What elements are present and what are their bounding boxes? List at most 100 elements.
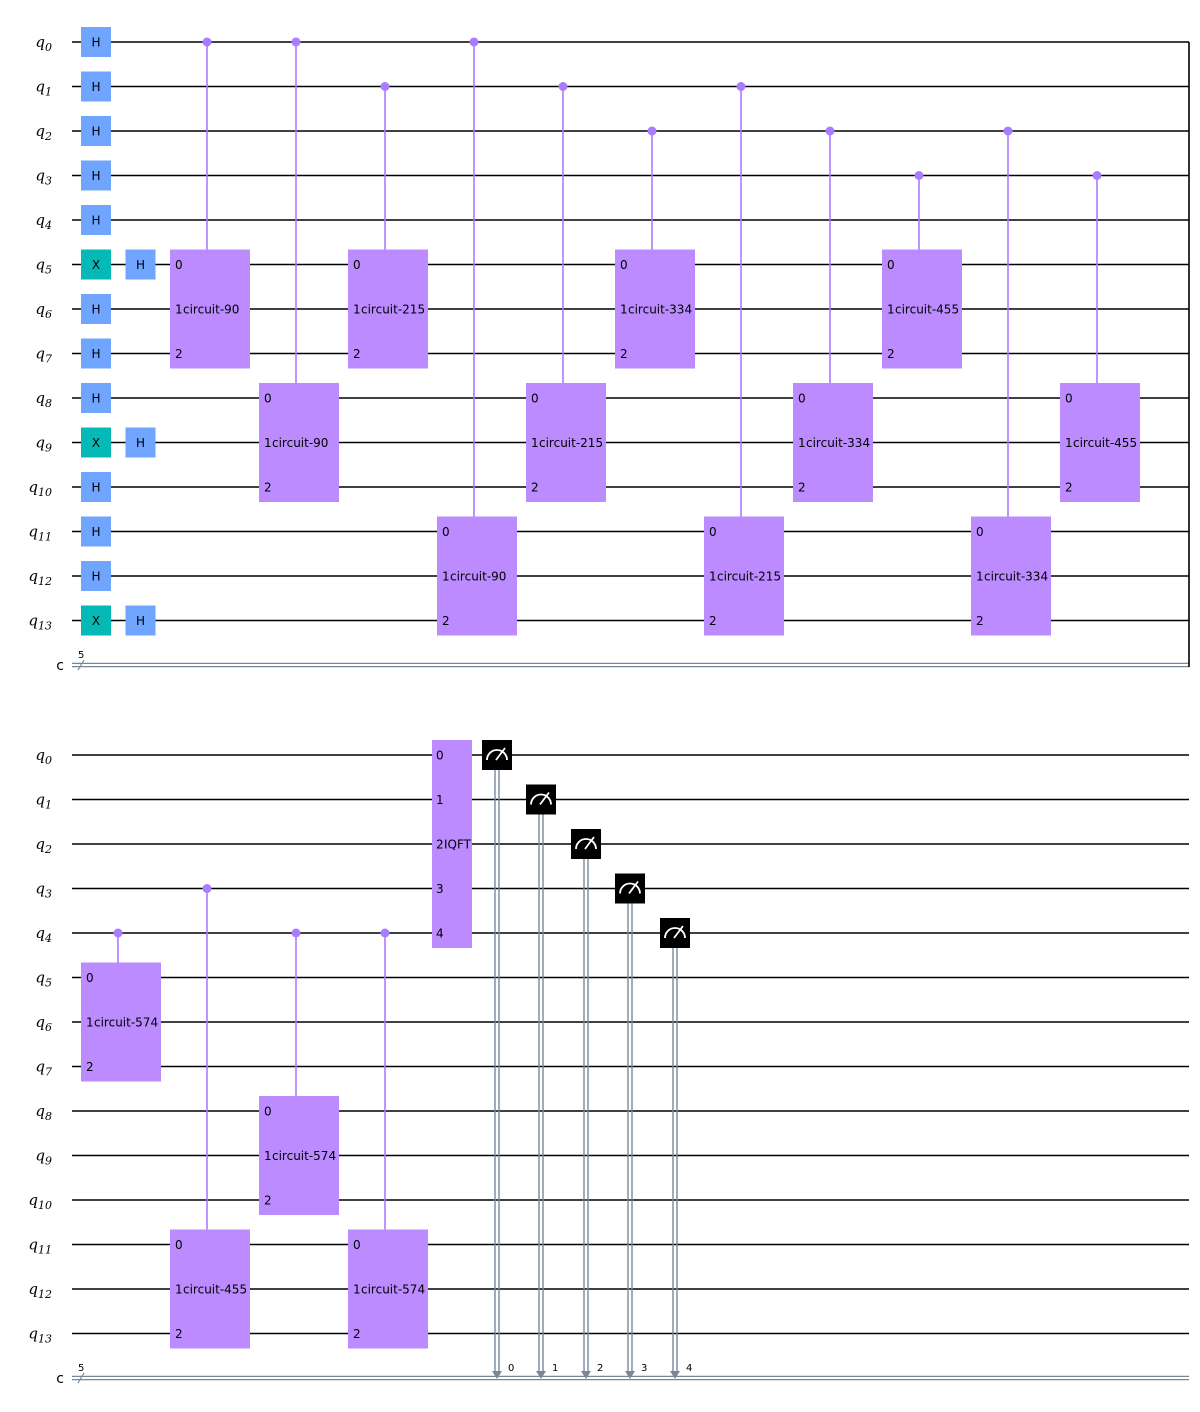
meter-needle-icon bbox=[673, 925, 684, 939]
h-gate bbox=[125, 249, 156, 280]
h-gate-label: H bbox=[136, 614, 145, 628]
gate-pin-label: 0 bbox=[1065, 392, 1073, 406]
meter-needle-icon bbox=[628, 880, 639, 895]
qubit-label: q2 bbox=[35, 835, 52, 856]
qubit-label: q6 bbox=[35, 1013, 52, 1034]
qubit-label: q7 bbox=[35, 345, 52, 366]
control-dot bbox=[469, 37, 479, 47]
meter-arc-icon bbox=[575, 838, 597, 850]
qubit-label: q0 bbox=[35, 746, 52, 767]
control-dot bbox=[202, 37, 212, 47]
controlled-gate-circuit-90 bbox=[170, 249, 250, 369]
controlled-gate-circuit-334 bbox=[793, 383, 873, 502]
x-gate-label: X bbox=[92, 258, 100, 272]
gate-pin-label: 2 bbox=[86, 1060, 94, 1074]
measure-bit-label: 0 bbox=[508, 1363, 514, 1374]
gate-pin-label: 1 bbox=[976, 570, 984, 584]
gate-name-label: circuit-574 bbox=[94, 1016, 158, 1030]
control-dot bbox=[1003, 126, 1013, 136]
gate-name-label: circuit-334 bbox=[984, 570, 1048, 584]
measure-bit-label: 2 bbox=[597, 1363, 603, 1374]
h-gate bbox=[81, 205, 111, 235]
gate-pin-label: 2 bbox=[353, 1327, 361, 1341]
h-gate bbox=[81, 516, 111, 547]
gate-pin-label: 0 bbox=[709, 525, 717, 539]
gate-pin-label: 1 bbox=[264, 1149, 272, 1163]
h-gate-label: H bbox=[91, 481, 100, 495]
controlled-gate-circuit-215 bbox=[526, 383, 606, 502]
classical-width-label: 5 bbox=[78, 650, 84, 661]
controlled-gate-circuit-455 bbox=[882, 249, 962, 369]
control-dot bbox=[825, 126, 835, 136]
controlled-gate-circuit-455 bbox=[170, 1229, 250, 1349]
gate-pin-label: 0 bbox=[620, 258, 628, 272]
controlled-gate-circuit-215 bbox=[704, 516, 784, 636]
h-gate-label: H bbox=[91, 169, 100, 183]
controlled-gate-circuit-574 bbox=[259, 1096, 339, 1215]
meter-needle-icon bbox=[495, 747, 506, 761]
gate-pin-label: 1 bbox=[1065, 436, 1073, 450]
h-gate-label: H bbox=[91, 392, 100, 406]
gate-pin-label: 1 bbox=[620, 303, 628, 317]
gate-pin-label: 1 bbox=[86, 1016, 94, 1030]
qubit-label: q12 bbox=[28, 1280, 52, 1301]
gate-name-label: circuit-334 bbox=[628, 303, 692, 317]
h-gate-label: H bbox=[91, 347, 100, 361]
controlled-gate-circuit-574 bbox=[348, 1229, 428, 1349]
gate-name-label: circuit-334 bbox=[806, 436, 870, 450]
gate-pin-label: 1 bbox=[442, 570, 450, 584]
classical-width-label: 5 bbox=[78, 1363, 84, 1374]
h-gate bbox=[81, 27, 111, 57]
h-gate bbox=[81, 383, 111, 413]
gate-pin-label: 0 bbox=[531, 392, 539, 406]
measure-gate bbox=[571, 829, 601, 859]
measure-gate bbox=[482, 740, 512, 770]
iqft-label: IQFT bbox=[444, 838, 472, 852]
h-gate bbox=[81, 472, 111, 502]
gate-name-label: circuit-574 bbox=[361, 1283, 425, 1297]
qubit-label: q4 bbox=[35, 924, 52, 945]
control-dot bbox=[558, 82, 568, 91]
control-dot bbox=[380, 82, 390, 91]
measure-gate bbox=[615, 873, 645, 904]
gate-name-label: circuit-574 bbox=[272, 1149, 336, 1163]
h-gate-label: H bbox=[136, 258, 145, 272]
qubit-label: q10 bbox=[28, 1191, 52, 1212]
qubit-label: q13 bbox=[28, 1325, 52, 1346]
gate-pin-label: 1 bbox=[264, 436, 272, 450]
h-gate bbox=[81, 561, 111, 591]
classical-bus-slash bbox=[77, 1372, 85, 1384]
gate-pin-label: 2 bbox=[442, 614, 450, 628]
gate-pin-label: 1 bbox=[709, 570, 717, 584]
control-dot bbox=[647, 126, 657, 136]
control-dot bbox=[291, 37, 301, 47]
gate-pin-label: 0 bbox=[353, 1238, 361, 1252]
qubit-label: q9 bbox=[35, 1147, 52, 1168]
iqft-gate bbox=[432, 740, 472, 948]
h-gate bbox=[81, 71, 111, 102]
measure-arrow bbox=[492, 1371, 502, 1379]
h-gate bbox=[125, 605, 156, 636]
gate-pin-label: 2 bbox=[887, 347, 895, 361]
x-gate bbox=[81, 605, 111, 636]
qubit-label: q7 bbox=[35, 1058, 52, 1079]
iqft-pin-label: 4 bbox=[436, 927, 444, 941]
gate-pin-label: 0 bbox=[175, 1238, 183, 1252]
gate-pin-label: 2 bbox=[264, 1194, 272, 1208]
controlled-gate-circuit-574 bbox=[81, 962, 161, 1082]
gate-name-label: circuit-215 bbox=[717, 570, 781, 584]
qubit-label: q0 bbox=[35, 33, 52, 54]
gate-pin-label: 0 bbox=[353, 258, 361, 272]
measure-arrow bbox=[625, 1371, 635, 1379]
gate-name-label: circuit-455 bbox=[895, 303, 959, 317]
h-gate bbox=[81, 294, 111, 324]
qubit-label: q1 bbox=[35, 791, 52, 812]
gate-pin-label: 2 bbox=[709, 614, 717, 628]
classical-label: c bbox=[56, 1371, 64, 1387]
control-dot bbox=[202, 884, 212, 893]
iqft-pin-label: 2 bbox=[436, 838, 444, 852]
gate-name-label: circuit-215 bbox=[361, 303, 425, 317]
iqft-pin-label: 3 bbox=[436, 882, 444, 896]
iqft-pin-label: 0 bbox=[436, 749, 444, 763]
